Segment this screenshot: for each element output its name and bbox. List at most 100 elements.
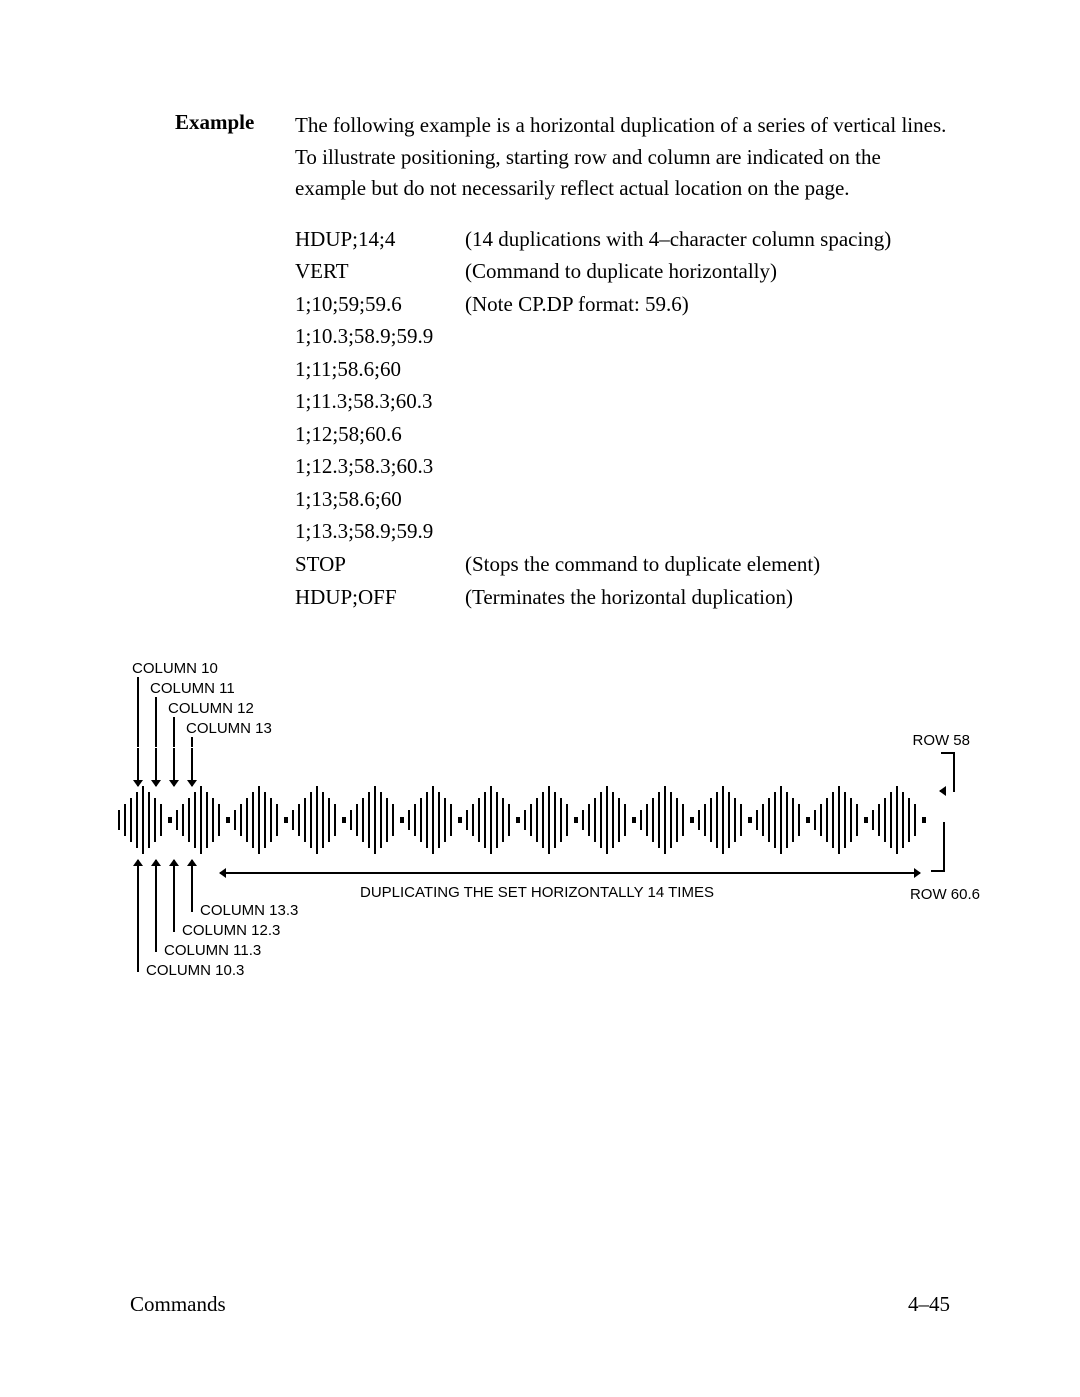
waveform-tick: [490, 786, 492, 854]
arrow-down-icon: [191, 748, 193, 786]
waveform-nub: [168, 817, 172, 823]
waveform-tick: [258, 786, 260, 854]
waveform-tick: [310, 792, 312, 848]
waveform-tick: [118, 810, 120, 830]
waveform-nub: [574, 817, 578, 823]
waveform-nub: [284, 817, 288, 823]
code-cmd: 1;11.3;58.3;60.3: [295, 385, 465, 418]
waveform-tick: [420, 798, 422, 842]
column-label: COLUMN 12.3: [182, 922, 280, 939]
waveform-tick: [304, 798, 306, 842]
waveform-tick: [386, 798, 388, 842]
waveform-tick: [798, 804, 800, 836]
waveform-tick: [890, 792, 892, 848]
duplication-text: DUPLICATING THE SET HORIZONTALLY 14 TIME…: [360, 884, 714, 901]
waveform-tick: [154, 798, 156, 842]
waveform-tick: [530, 804, 532, 836]
waveform-tick: [832, 792, 834, 848]
waveform-tick: [826, 798, 828, 842]
waveform-tick: [548, 786, 550, 854]
code-row: 1;13;58.6;60: [295, 483, 950, 516]
waveform-nub: [516, 817, 520, 823]
hdup-diagram: COLUMN 10COLUMN 11COLUMN 12COLUMN 13ROW …: [110, 660, 970, 1040]
waveform-tick: [814, 810, 816, 830]
label-connector: [137, 892, 139, 972]
waveform-tick: [188, 798, 190, 842]
code-desc: (14 duplications with 4–character column…: [465, 223, 950, 256]
waveform-nub: [806, 817, 810, 823]
label-connector: [155, 697, 157, 747]
code-cmd: HDUP;OFF: [295, 581, 465, 614]
code-cmd: 1;10;59;59.6: [295, 288, 465, 321]
waveform-tick: [554, 792, 556, 848]
row-bracket: [931, 822, 945, 872]
waveform-tick: [356, 804, 358, 836]
code-cmd: STOP: [295, 548, 465, 581]
waveform-tick: [426, 792, 428, 848]
waveform-tick: [206, 792, 208, 848]
waveform-tick: [176, 810, 178, 830]
waveform-tick: [768, 798, 770, 842]
waveform-tick: [652, 798, 654, 842]
waveform-tick: [484, 792, 486, 848]
code-desc: [465, 418, 950, 451]
waveform-tick: [762, 804, 764, 836]
waveform-nub: [342, 817, 346, 823]
column-label: COLUMN 13.3: [200, 902, 298, 919]
arrow-down-icon: [155, 748, 157, 786]
horizontal-duplication-arrow: [220, 872, 920, 874]
waveform-tick: [780, 786, 782, 854]
waveform-tick: [136, 792, 138, 848]
example-block: Example The following example is a horiz…: [175, 110, 950, 613]
label-connector: [191, 892, 193, 912]
waveform-tick: [328, 798, 330, 842]
waveform-tick: [624, 804, 626, 836]
code-desc: [465, 320, 950, 353]
code-cmd: 1;13;58.6;60: [295, 483, 465, 516]
code-row: 1;11;58.6;60: [295, 353, 950, 386]
waveform-tick: [414, 804, 416, 836]
waveform-tick: [704, 804, 706, 836]
code-cmd: 1;10.3;58.9;59.9: [295, 320, 465, 353]
waveform-tick: [896, 786, 898, 854]
code-cmd: 1;11;58.6;60: [295, 353, 465, 386]
code-desc: (Command to duplicate horizontally): [465, 255, 950, 288]
code-row: 1;12;58;60.6: [295, 418, 950, 451]
waveform-tick: [646, 804, 648, 836]
label-connector: [173, 717, 175, 747]
footer-right: 4–45: [908, 1292, 950, 1317]
waveform-tick: [194, 792, 196, 848]
code-desc: [465, 353, 950, 386]
arrow-up-icon: [173, 860, 175, 892]
code-desc: [465, 515, 950, 548]
code-desc: [465, 483, 950, 516]
code-row: HDUP;14;4(14 duplications with 4–charact…: [295, 223, 950, 256]
code-desc: [465, 385, 950, 418]
waveform-nub: [690, 817, 694, 823]
waveform-tick: [536, 798, 538, 842]
waveform-tick: [734, 798, 736, 842]
waveform-tick: [640, 810, 642, 830]
waveform-tick: [160, 804, 162, 836]
label-connector: [173, 892, 175, 932]
code-cmd: 1;12;58;60.6: [295, 418, 465, 451]
waveform-tick: [850, 798, 852, 842]
waveform-tick: [374, 786, 376, 854]
waveform-nub: [226, 817, 230, 823]
waveform-tick: [212, 798, 214, 842]
waveform-tick: [322, 792, 324, 848]
waveform-tick: [716, 792, 718, 848]
code-row: 1;12.3;58.3;60.3: [295, 450, 950, 483]
waveform-tick: [908, 798, 910, 842]
waveform-tick: [756, 810, 758, 830]
waveform-tick: [478, 798, 480, 842]
waveform-tick: [316, 786, 318, 854]
waveform-tick: [142, 786, 144, 854]
waveform-tick: [582, 810, 584, 830]
waveform-tick: [334, 804, 336, 836]
code-table: HDUP;14;4(14 duplications with 4–charact…: [295, 223, 950, 614]
waveform-tick: [124, 804, 126, 836]
waveform-tick: [496, 792, 498, 848]
waveform-tick: [792, 798, 794, 842]
waveform-tick: [658, 792, 660, 848]
